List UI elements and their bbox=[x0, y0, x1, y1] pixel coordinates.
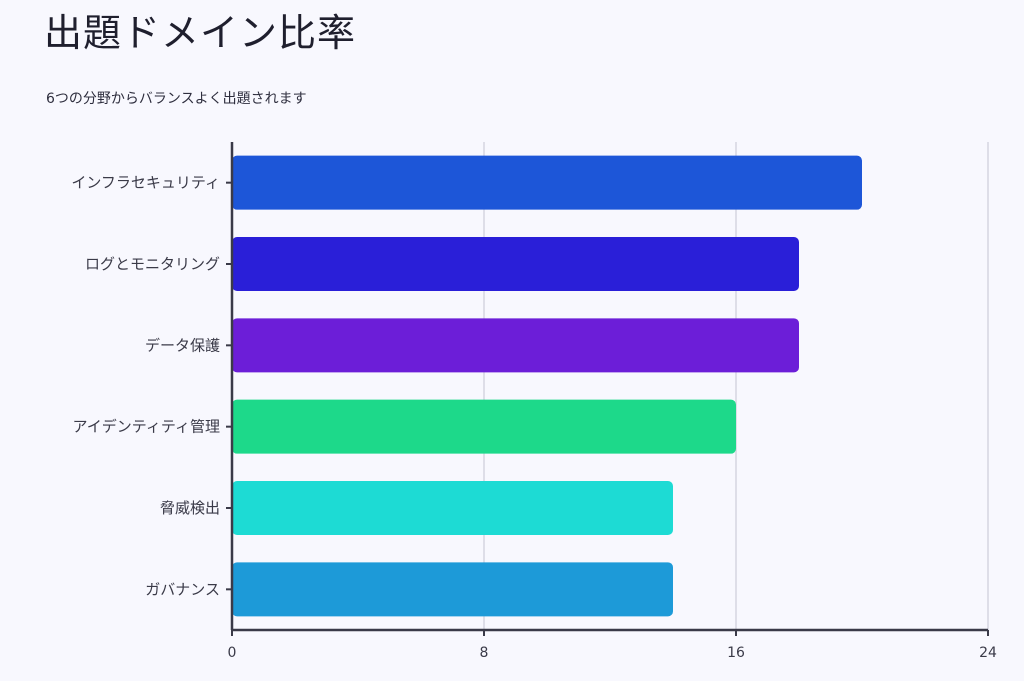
category-label: ガバナンス bbox=[145, 580, 220, 598]
bar bbox=[232, 399, 736, 454]
bar bbox=[232, 562, 673, 617]
grid-lines bbox=[483, 142, 989, 630]
bar bbox=[232, 155, 862, 210]
axes bbox=[226, 142, 989, 636]
x-tick-label: 0 bbox=[228, 645, 237, 661]
bar bbox=[232, 318, 799, 373]
category-label: ログとモニタリング bbox=[85, 255, 220, 273]
x-tick-label: 8 bbox=[480, 645, 489, 661]
chart-title: 出題ドメイン比率 bbox=[44, 11, 357, 55]
x-tick-label: 16 bbox=[727, 645, 745, 661]
x-tick-label: 24 bbox=[979, 645, 997, 661]
bars bbox=[232, 155, 862, 617]
category-label: インフラセキュリティ bbox=[71, 174, 220, 192]
bar bbox=[232, 481, 673, 535]
category-label: 脅威検出 bbox=[160, 499, 220, 517]
category-labels: インフラセキュリティログとモニタリングデータ保護アイデンティティ管理脅威検出ガバ… bbox=[71, 174, 220, 599]
x-tick-labels: 0 8 16 24 bbox=[228, 645, 997, 661]
category-label: アイデンティティ管理 bbox=[73, 418, 220, 436]
chart-subtitle: 6つの分野からバランスよく出題されます bbox=[46, 91, 307, 107]
category-label: データ保護 bbox=[145, 336, 220, 354]
bar bbox=[232, 237, 799, 291]
